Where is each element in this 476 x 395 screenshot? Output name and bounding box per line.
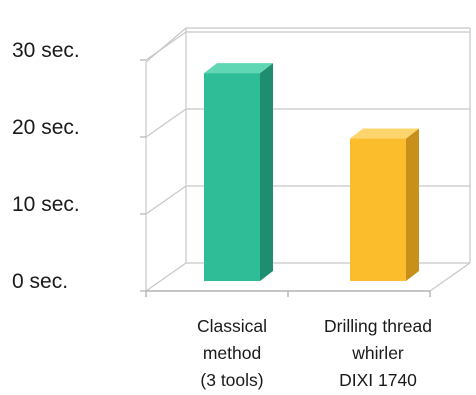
category-label-line: Drilling thread: [324, 316, 432, 336]
category-label-line: method: [203, 343, 261, 363]
bar-side-face: [406, 128, 419, 281]
bar-1: [204, 63, 273, 281]
category-label-line: Classical: [197, 316, 267, 336]
y-tick-label: 20 sec.: [12, 116, 80, 139]
y-tick-label: 10 sec.: [12, 193, 80, 216]
chart-grid: [140, 27, 471, 297]
gridline-left-0: [145, 262, 187, 292]
bar-2: [350, 128, 419, 281]
gridline-left-30: [145, 31, 187, 61]
gridline-left-10: [145, 185, 187, 215]
y-tick-label: 0 sec.: [12, 270, 68, 293]
bar-front-face: [204, 73, 260, 281]
x-axis-categories: Classical method (3 tools) Drilling thread w…: [197, 316, 432, 390]
gridline-left-20: [145, 108, 187, 138]
bar-front-face: [350, 138, 406, 281]
bar-side-face: [260, 63, 273, 281]
category-label-line: DIXI 1740: [339, 370, 417, 390]
floor-right-edge: [429, 262, 471, 292]
left-wall-top-edge: [145, 27, 187, 63]
bar-top-face: [204, 63, 273, 74]
y-axis-ticks: 0 sec. 10 sec. 20 sec. 30 sec.: [12, 39, 80, 293]
bars: [204, 63, 419, 281]
bar-top-face: [350, 128, 419, 139]
category-label-line: whirler: [351, 343, 404, 363]
y-tick-label: 30 sec.: [12, 39, 80, 62]
category-label-line: (3 tools): [200, 370, 263, 390]
